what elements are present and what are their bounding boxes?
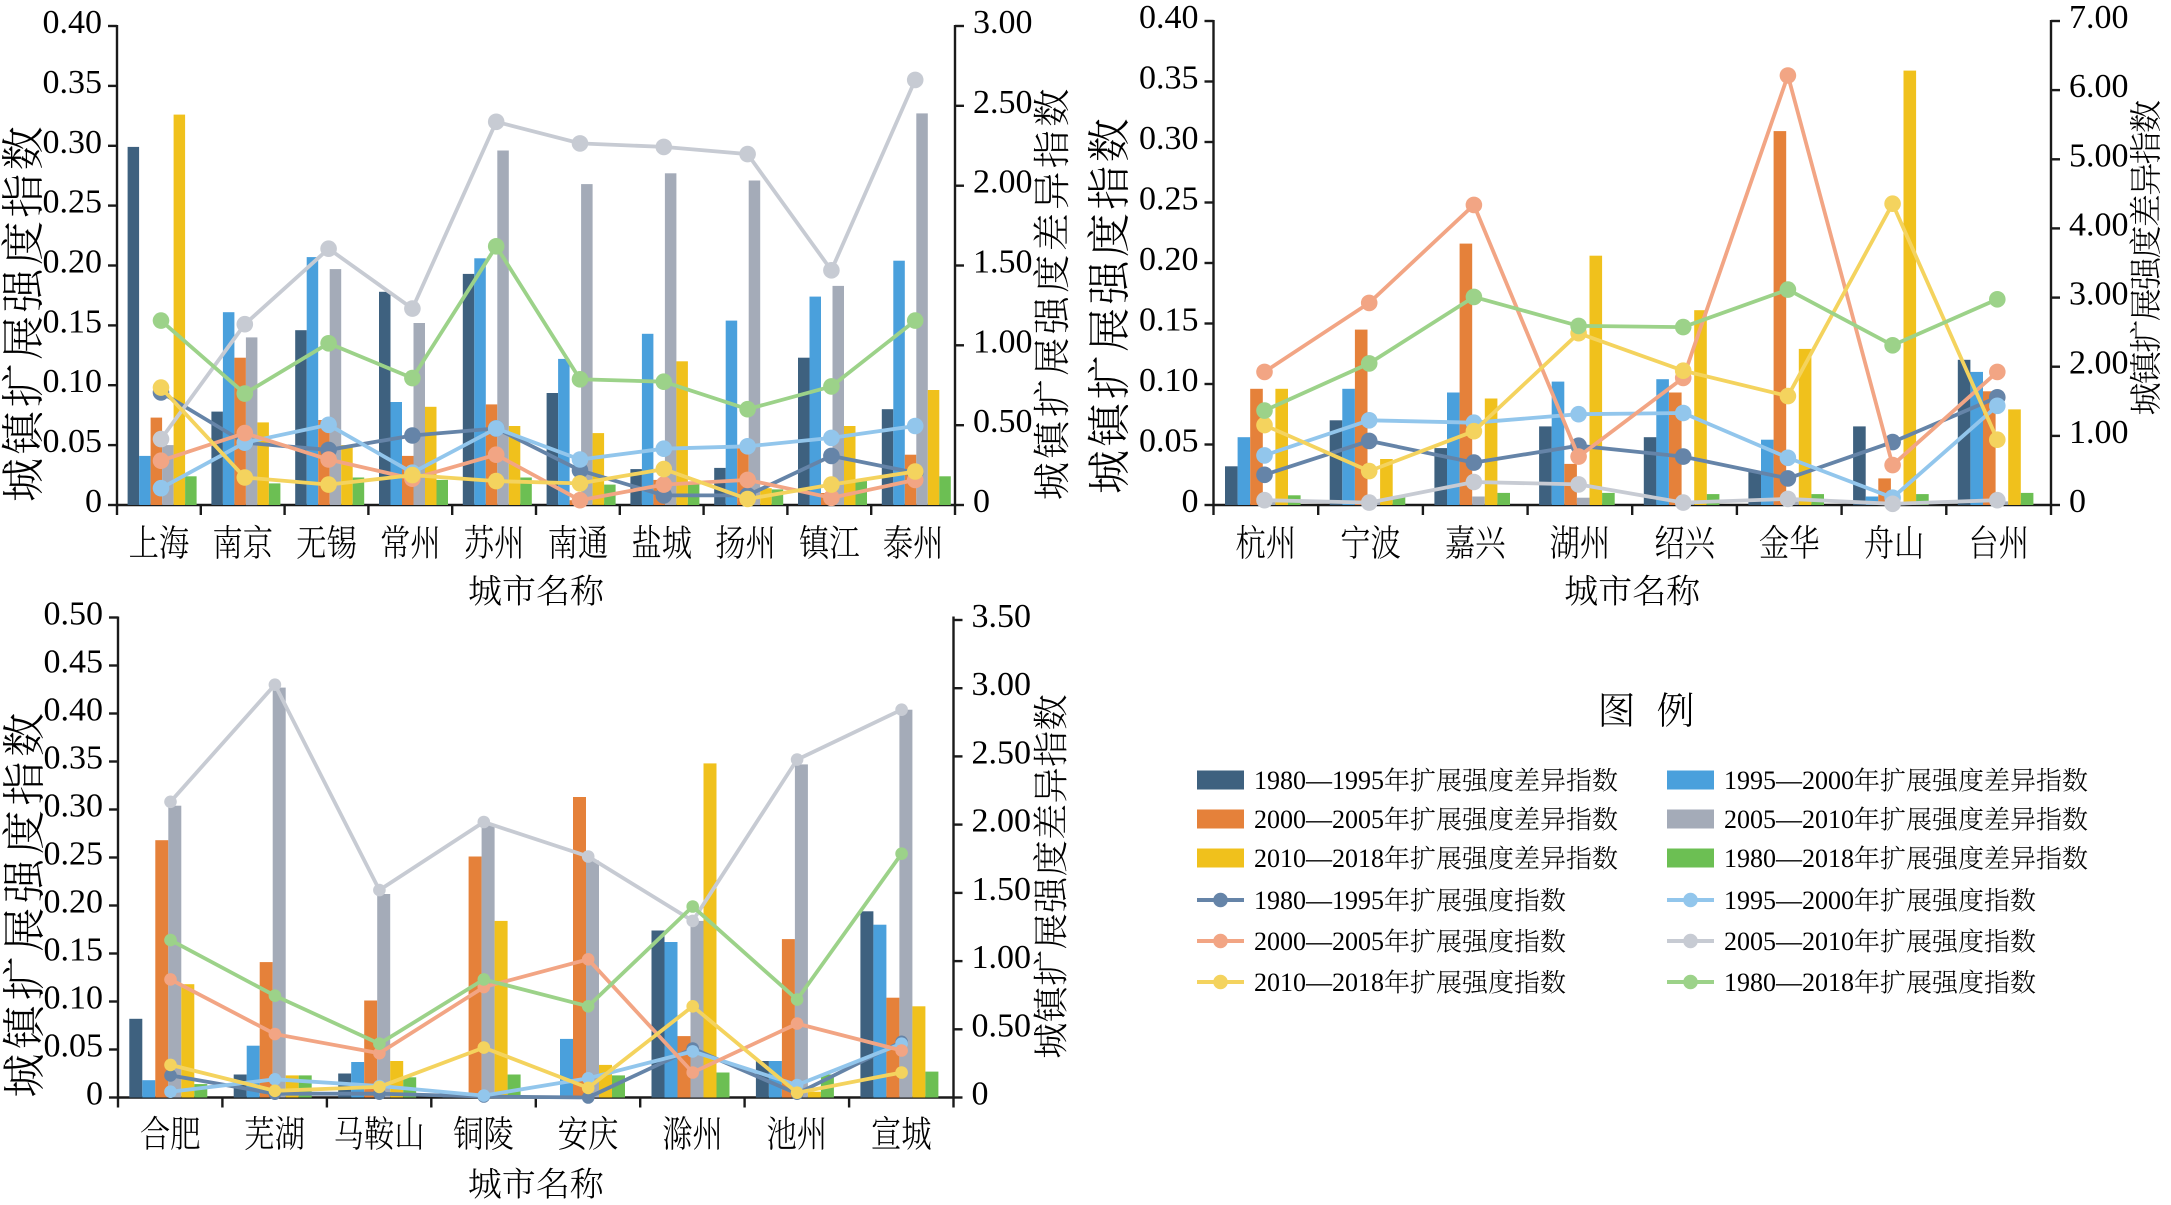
svg-text:2.50: 2.50	[972, 734, 1032, 771]
svg-text:0.35: 0.35	[43, 64, 103, 101]
svg-text:1980—1995: 1980—1995	[1254, 886, 1384, 915]
svg-text:4.00: 4.00	[2069, 206, 2129, 243]
svg-text:0: 0	[973, 483, 990, 520]
svg-text:0: 0	[972, 1076, 989, 1113]
svg-text:1.00: 1.00	[972, 939, 1032, 976]
svg-text:1980—1995: 1980—1995	[1254, 766, 1384, 795]
svg-text:0.20: 0.20	[1139, 241, 1199, 278]
svg-text:0.40: 0.40	[43, 4, 103, 41]
svg-text:0.50: 0.50	[973, 403, 1033, 440]
svg-text:0: 0	[2069, 483, 2086, 520]
svg-text:1.50: 1.50	[973, 244, 1033, 281]
svg-text:0.30: 0.30	[1139, 120, 1199, 157]
svg-text:0.25: 0.25	[1139, 181, 1199, 218]
svg-text:0.15: 0.15	[44, 932, 104, 969]
svg-text:0.10: 0.10	[44, 980, 104, 1017]
svg-text:2.00: 2.00	[972, 803, 1032, 840]
svg-text:0.50: 0.50	[44, 596, 104, 633]
svg-text:0: 0	[1182, 483, 1199, 520]
svg-text:1980—2018: 1980—2018	[1724, 968, 1854, 997]
svg-text:0.50: 0.50	[972, 1007, 1032, 1044]
svg-text:0.25: 0.25	[44, 836, 104, 873]
svg-text:3.00: 3.00	[973, 4, 1033, 41]
svg-text:2000—2005: 2000—2005	[1254, 927, 1384, 956]
svg-text:1.00: 1.00	[2069, 414, 2129, 451]
svg-text:1980—2018: 1980—2018	[1724, 844, 1854, 873]
svg-text:0.40: 0.40	[44, 692, 104, 729]
svg-text:3.00: 3.00	[972, 666, 1032, 703]
svg-text:2.50: 2.50	[973, 84, 1033, 121]
svg-text:2010—2018: 2010—2018	[1254, 844, 1384, 873]
svg-text:2000—2005: 2000—2005	[1254, 805, 1384, 834]
svg-text:0.10: 0.10	[43, 363, 103, 400]
svg-text:0.05: 0.05	[43, 423, 103, 460]
svg-text:0.25: 0.25	[43, 184, 103, 221]
svg-text:0.20: 0.20	[44, 884, 104, 921]
svg-text:0.10: 0.10	[1139, 362, 1199, 399]
svg-text:0.45: 0.45	[44, 644, 104, 681]
svg-text:2010—2018: 2010—2018	[1254, 968, 1384, 997]
svg-text:2005—2010: 2005—2010	[1724, 927, 1854, 956]
svg-text:0: 0	[85, 483, 102, 520]
svg-text:0.35: 0.35	[1139, 60, 1199, 97]
svg-text:1.50: 1.50	[972, 871, 1032, 908]
svg-text:5.00: 5.00	[2069, 137, 2129, 174]
svg-text:0.30: 0.30	[43, 124, 103, 161]
svg-text:0.30: 0.30	[44, 788, 104, 825]
svg-text:7.00: 7.00	[2069, 0, 2129, 36]
svg-text:0.35: 0.35	[44, 740, 104, 777]
svg-text:0.40: 0.40	[1139, 0, 1199, 36]
svg-text:1995—2000: 1995—2000	[1724, 766, 1854, 795]
svg-text:0.05: 0.05	[44, 1028, 104, 1065]
svg-text:1.00: 1.00	[973, 323, 1033, 360]
svg-text:0: 0	[86, 1076, 103, 1113]
svg-text:0.15: 0.15	[43, 303, 103, 340]
svg-text:0.20: 0.20	[43, 244, 103, 281]
svg-text:6.00: 6.00	[2069, 68, 2129, 105]
svg-text:3.00: 3.00	[2069, 276, 2129, 313]
svg-text:2005—2010: 2005—2010	[1724, 805, 1854, 834]
svg-text:2.00: 2.00	[973, 164, 1033, 201]
svg-text:0.15: 0.15	[1139, 302, 1199, 339]
svg-text:0.05: 0.05	[1139, 423, 1199, 460]
svg-text:2.00: 2.00	[2069, 345, 2129, 382]
svg-text:3.50: 3.50	[972, 598, 1032, 635]
svg-text:1995—2000: 1995—2000	[1724, 886, 1854, 915]
